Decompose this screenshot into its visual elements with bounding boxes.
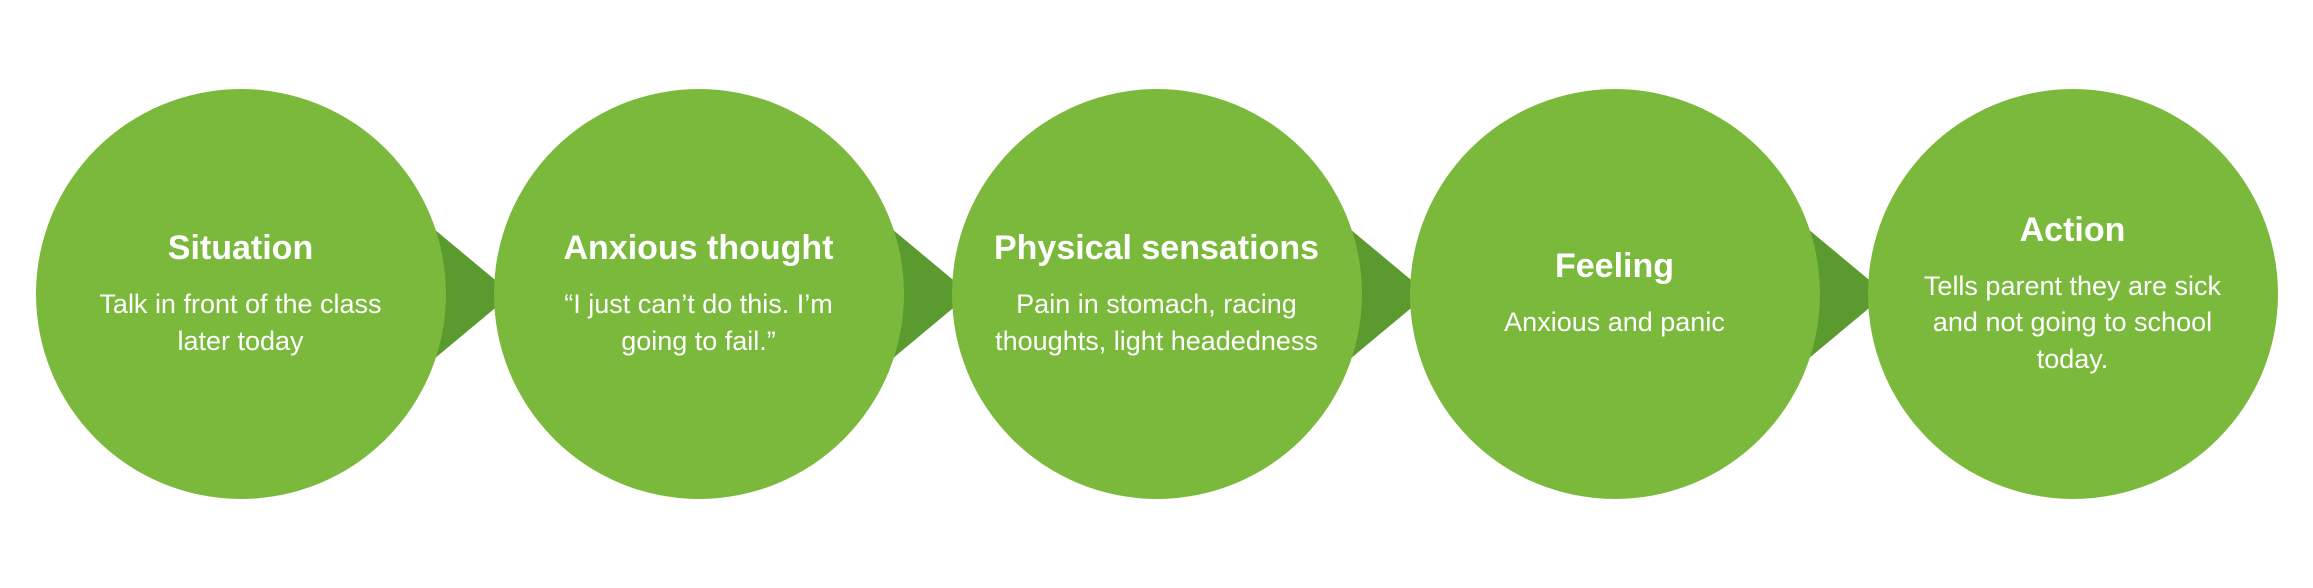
node-title: Situation	[168, 229, 313, 268]
flow-node: Anxious thought “I just can’t do this. I’…	[494, 89, 904, 499]
node-title: Feeling	[1555, 247, 1674, 286]
node-body: “I just can’t do this. I’m going to fail…	[534, 286, 864, 359]
flow-circle: Physical sensations Pain in stomach, raci…	[952, 89, 1362, 499]
node-body: Pain in stomach, racing thoughts, light …	[992, 286, 1322, 359]
node-title: Action	[2020, 211, 2126, 250]
flow-node: Physical sensations Pain in stomach, raci…	[952, 89, 1362, 499]
flow-circle: Feeling Anxious and panic	[1410, 89, 1820, 499]
node-title: Anxious thought	[563, 229, 833, 268]
flow-diagram: Situation Talk in front of the class late…	[36, 89, 2278, 499]
node-body: Tells parent they are sick and not going…	[1908, 268, 2238, 377]
flow-circle: Situation Talk in front of the class late…	[36, 89, 446, 499]
node-title: Physical sensations	[994, 229, 1319, 268]
flow-node: Situation Talk in front of the class late…	[36, 89, 446, 499]
flow-node: Action Tells parent they are sick and not…	[1868, 89, 2278, 499]
flow-circle: Action Tells parent they are sick and not…	[1868, 89, 2278, 499]
flow-node: Feeling Anxious and panic	[1410, 89, 1820, 499]
flow-circle: Anxious thought “I just can’t do this. I’…	[494, 89, 904, 499]
node-body: Talk in front of the class later today	[76, 286, 406, 359]
node-body: Anxious and panic	[1504, 304, 1725, 340]
